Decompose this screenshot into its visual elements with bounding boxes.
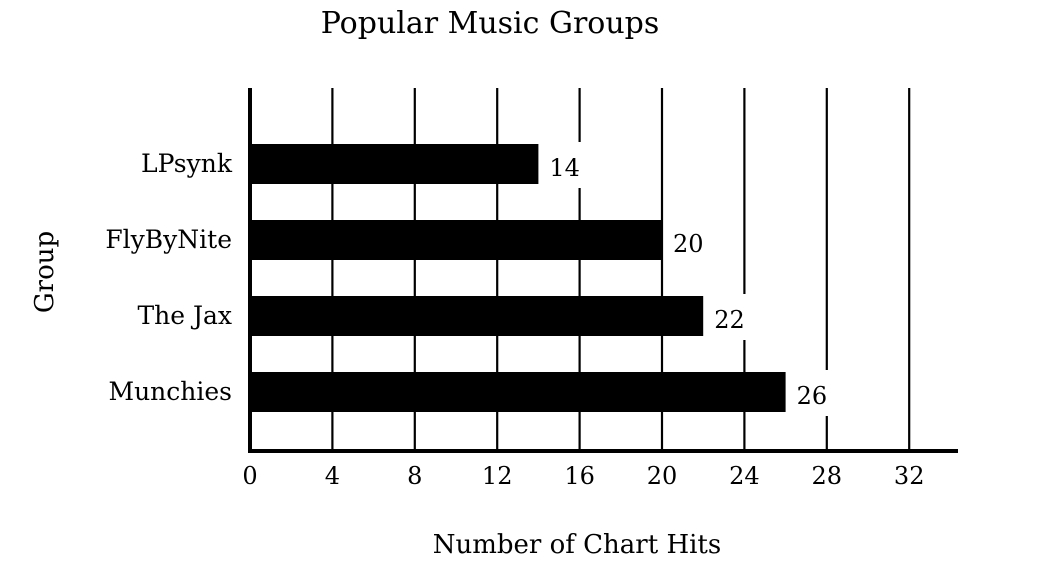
data-label-the-jax: 22: [714, 306, 745, 334]
x-tick-8: 8: [407, 462, 422, 490]
x-tick-32: 32: [894, 462, 925, 490]
category-label-munchies: Munchies: [108, 377, 232, 406]
category-labels: LPsynk FlyByNite The Jax Munchies: [105, 149, 233, 406]
data-label-backdrop: [788, 370, 831, 416]
x-tick-24: 24: [729, 462, 760, 490]
x-tick-4: 4: [325, 462, 340, 490]
x-tick-12: 12: [482, 462, 513, 490]
category-label-flybynite: FlyByNite: [105, 225, 232, 254]
bar-lpsynk: [250, 144, 539, 184]
bar-the-jax: [250, 296, 704, 336]
x-tick-0: 0: [242, 462, 257, 490]
x-axis-label: Number of Chart Hits: [433, 530, 721, 560]
data-label-lpsynk: 14: [549, 154, 580, 182]
x-tick-labels: 0 4 8 12 16 20 24 28 32: [242, 462, 924, 490]
bar-flybynite: [250, 220, 662, 260]
data-labels: 14 20 22 26: [549, 154, 827, 410]
data-label-backdrop: [541, 142, 584, 188]
data-label-backdrop: [706, 294, 749, 340]
chart-title: Popular Music Groups: [321, 6, 660, 41]
category-label-lpsynk: LPsynk: [141, 149, 233, 178]
data-label-munchies: 26: [797, 382, 828, 410]
axes: [248, 88, 958, 453]
bars: [250, 144, 786, 412]
category-label-the-jax: The Jax: [137, 301, 232, 330]
data-label-flybynite: 20: [673, 230, 704, 258]
bar-munchies: [250, 372, 786, 412]
y-axis-label: Group: [30, 231, 60, 313]
data-label-backdrop: [665, 218, 707, 264]
x-tick-20: 20: [647, 462, 678, 490]
x-tick-28: 28: [812, 462, 843, 490]
x-tick-16: 16: [564, 462, 595, 490]
